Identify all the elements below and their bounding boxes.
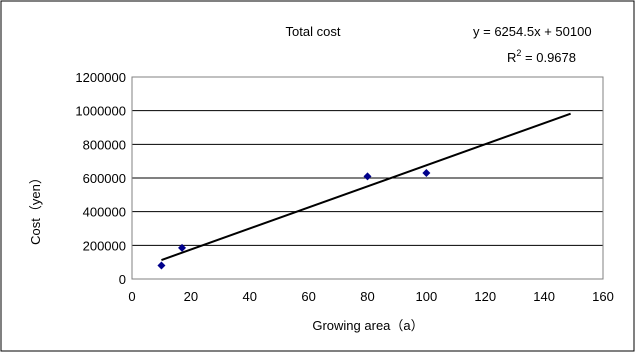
y-tick-label: 800000 bbox=[83, 137, 126, 152]
y-axis-tick-labels: 0 200000 400000 600000 800000 1000000 1200000 bbox=[75, 70, 126, 287]
data-point-marker bbox=[178, 243, 187, 252]
x-tick-label: 160 bbox=[592, 289, 614, 304]
data-point-marker bbox=[422, 168, 431, 177]
data-point-marker bbox=[157, 261, 166, 270]
x-tick-label: 120 bbox=[474, 289, 496, 304]
y-tick-label: 0 bbox=[119, 272, 126, 287]
y-axis-label: Cost（yen） bbox=[28, 171, 43, 245]
y-tick-label: 1000000 bbox=[75, 104, 126, 119]
plot-area-border bbox=[131, 76, 604, 280]
x-tick-label: 20 bbox=[184, 289, 198, 304]
x-tick-label: 80 bbox=[360, 289, 374, 304]
x-tick-label: 0 bbox=[128, 289, 135, 304]
trendline bbox=[161, 112, 571, 261]
trendline-equation: y = 6254.5x + 50100 bbox=[473, 24, 592, 39]
y-tick-label: 400000 bbox=[83, 205, 126, 220]
r-squared-value: = 0.9678 bbox=[521, 50, 576, 65]
x-axis-tick-labels: 0 20 40 60 80 100 120 140 160 bbox=[128, 289, 613, 304]
x-tick-label: 60 bbox=[301, 289, 315, 304]
data-point-marker bbox=[363, 172, 372, 181]
data-points bbox=[157, 168, 431, 270]
x-tick-label: 140 bbox=[533, 289, 555, 304]
y-tick-label: 200000 bbox=[83, 238, 126, 253]
x-tick-label: 40 bbox=[243, 289, 257, 304]
r-squared-superscript: 2 bbox=[516, 48, 521, 58]
y-tick-label: 600000 bbox=[83, 171, 126, 186]
chart-title: Total cost bbox=[286, 24, 341, 39]
r-squared-label: R2 = 0.9678 bbox=[507, 48, 576, 65]
r-squared-prefix: R bbox=[507, 50, 516, 65]
y-tick-label: 1200000 bbox=[75, 70, 126, 85]
x-tick-label: 100 bbox=[416, 289, 438, 304]
x-axis-label: Growing area（a） bbox=[312, 318, 423, 333]
